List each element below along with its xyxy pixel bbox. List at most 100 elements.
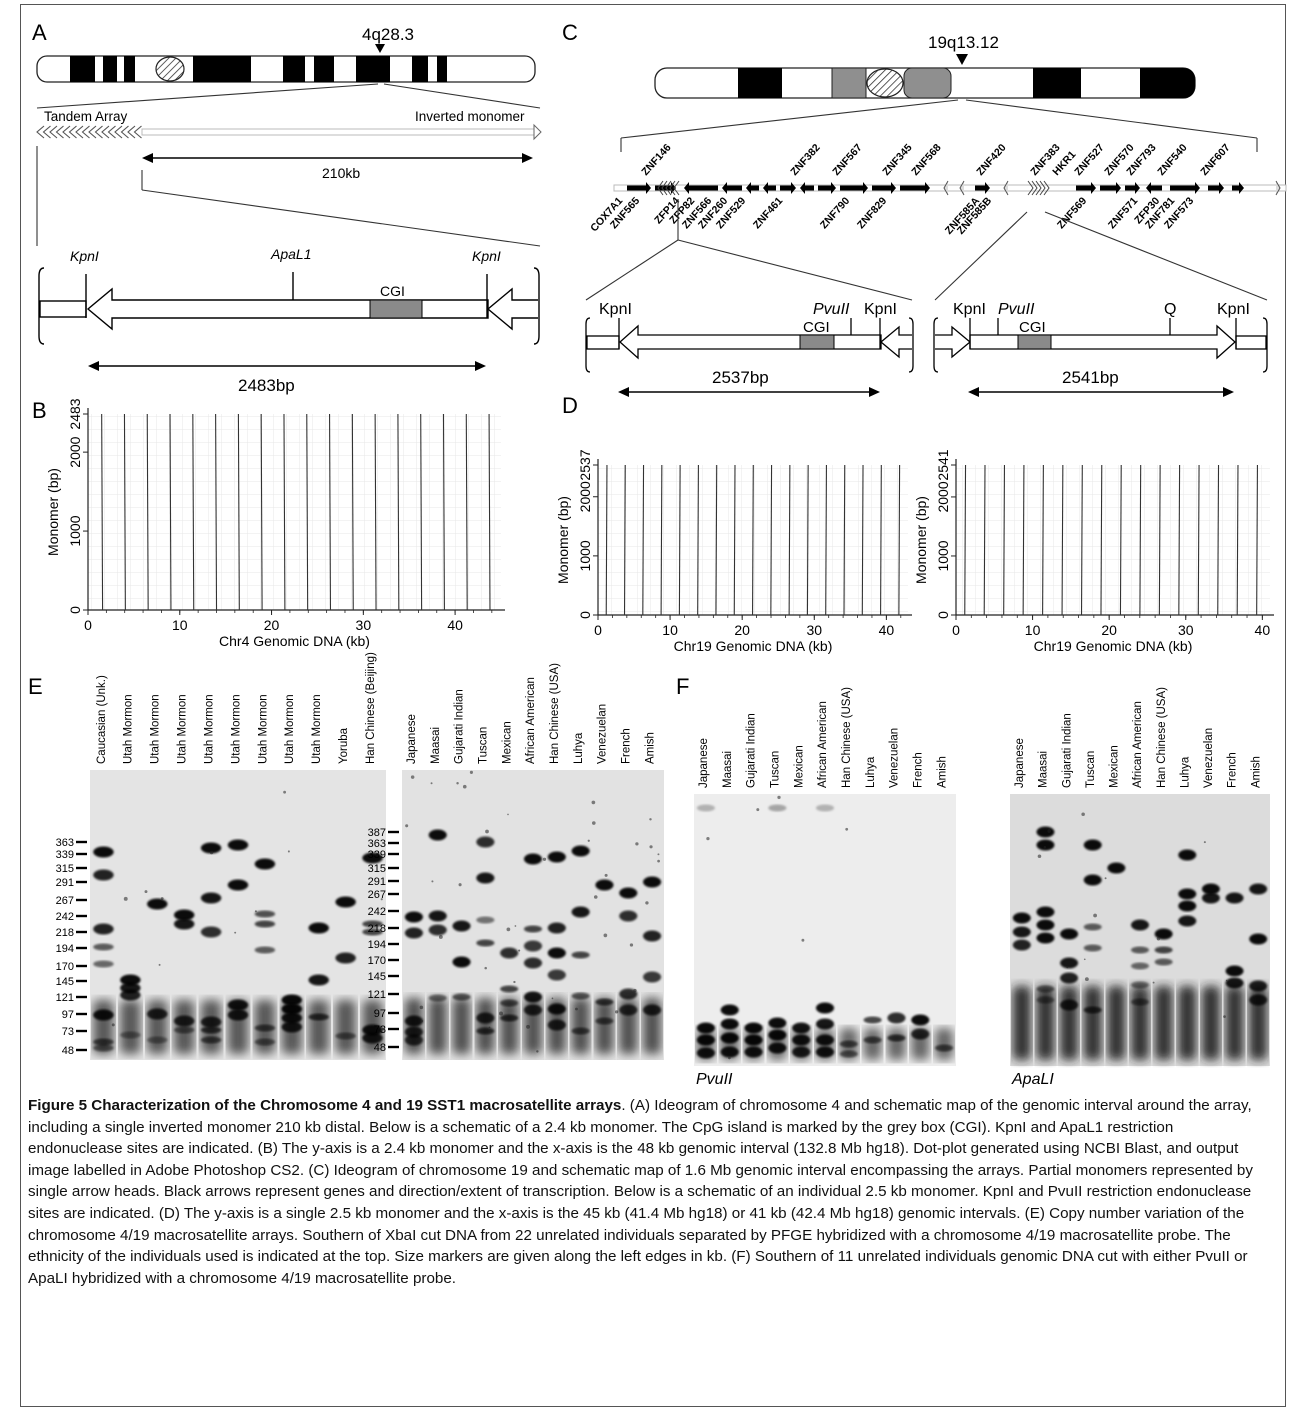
gel-speck bbox=[518, 949, 521, 952]
gel-band bbox=[571, 992, 590, 1000]
match-line bbox=[442, 414, 445, 610]
match-line bbox=[605, 465, 608, 615]
chr19-monomer-right bbox=[933, 317, 1268, 373]
match-line bbox=[1042, 465, 1044, 615]
enzyme-label-pvuii: PvuII bbox=[696, 1071, 733, 1088]
gel-band bbox=[476, 1027, 495, 1035]
match-line bbox=[1256, 465, 1258, 615]
figure-canvas: A 4q28.3 Tandem Array Inverted monomer 2… bbox=[28, 20, 1287, 1088]
gel-band bbox=[1036, 985, 1055, 993]
right-cgi-label: CGI bbox=[1019, 319, 1046, 336]
gel-speck bbox=[514, 925, 517, 927]
partial-monomer bbox=[943, 180, 949, 196]
lane-label: Tuscan bbox=[478, 727, 490, 764]
gel-speck bbox=[420, 1019, 423, 1023]
lane-label: French bbox=[620, 728, 632, 764]
x-axis-label: Chr4 Genomic DNA (kb) bbox=[219, 633, 370, 649]
gel-speck bbox=[144, 890, 148, 894]
gel-speck bbox=[485, 829, 489, 834]
lane-label: French bbox=[912, 752, 924, 788]
gel-speck bbox=[645, 901, 649, 905]
y-tick-label: 1000 bbox=[577, 540, 593, 571]
gel-band bbox=[404, 911, 423, 923]
gel-band bbox=[744, 1034, 763, 1046]
lane-label: Amish bbox=[644, 732, 656, 764]
gel-band bbox=[595, 1017, 614, 1025]
y-tick-label: 1000 bbox=[67, 515, 83, 546]
x-axis-label: Chr19 Genomic DNA (kb) bbox=[674, 638, 833, 654]
gel-band bbox=[1060, 957, 1079, 969]
site-kpni-left: KpnI bbox=[70, 248, 99, 264]
gel-speck bbox=[430, 782, 433, 785]
match-line bbox=[861, 465, 864, 615]
gel-speck bbox=[536, 1050, 539, 1053]
lane-label: Utah Mormon bbox=[257, 694, 269, 764]
plot-area bbox=[88, 414, 501, 610]
size-marker-label: 121 bbox=[368, 989, 386, 1001]
match-line bbox=[488, 414, 491, 610]
lane-label: Maasai bbox=[722, 751, 734, 788]
gel-speck bbox=[1093, 913, 1097, 918]
gel-speck bbox=[1152, 981, 1155, 984]
size-marker-label: 315 bbox=[368, 863, 386, 875]
gel-band bbox=[254, 920, 276, 928]
gel-band bbox=[571, 845, 590, 857]
array-chevron bbox=[1031, 180, 1038, 196]
gel-speck bbox=[102, 1040, 107, 1045]
tandem-chevron bbox=[88, 125, 97, 139]
gel-band bbox=[500, 999, 519, 1007]
gel-speck bbox=[507, 813, 509, 816]
match-line bbox=[788, 465, 791, 615]
gel-band bbox=[1083, 944, 1102, 952]
gel-band bbox=[571, 906, 590, 918]
gel-band bbox=[1036, 826, 1055, 838]
gel-band bbox=[643, 971, 662, 983]
x-tick-label: 40 bbox=[447, 617, 463, 633]
y-axis-label: Monomer (bp) bbox=[913, 496, 929, 584]
gel-band bbox=[1154, 946, 1173, 954]
gel-band bbox=[619, 988, 638, 1000]
gel-band bbox=[281, 994, 303, 1006]
gel-speck bbox=[484, 966, 487, 970]
panel-b-letter: B bbox=[32, 398, 47, 423]
lane-label: Japanese bbox=[406, 714, 418, 764]
gel-band bbox=[227, 1009, 249, 1021]
gel-band bbox=[1178, 849, 1197, 861]
gel-band bbox=[428, 910, 447, 922]
match-line bbox=[237, 414, 240, 610]
gel-band bbox=[1154, 958, 1173, 966]
gene-arrow bbox=[1076, 182, 1096, 194]
gel-band bbox=[744, 1022, 763, 1034]
gel-band bbox=[362, 1032, 383, 1044]
match-line bbox=[752, 465, 754, 615]
gel-band bbox=[1036, 919, 1055, 931]
gel-speck bbox=[160, 897, 164, 900]
size-marker-label: 339 bbox=[56, 849, 74, 861]
gel-band bbox=[911, 1028, 930, 1040]
gel-band bbox=[120, 974, 141, 986]
gel-band bbox=[1201, 892, 1220, 904]
x-tick-label: 10 bbox=[172, 617, 188, 633]
lane-smear bbox=[428, 998, 447, 1054]
lane-label: Venezuelan bbox=[597, 704, 609, 764]
x-tick-label: 20 bbox=[1101, 622, 1117, 638]
y-tick-label: 2000 bbox=[67, 436, 83, 467]
gel-band bbox=[1178, 915, 1197, 927]
gel-band bbox=[227, 879, 249, 891]
lane-smear bbox=[1131, 986, 1149, 1060]
gel-speck bbox=[1066, 966, 1069, 969]
size-marker-label: 121 bbox=[56, 992, 74, 1004]
y-tick-label: 0 bbox=[67, 606, 83, 614]
gel-band bbox=[643, 1004, 662, 1016]
gel-speck bbox=[1223, 1015, 1226, 1019]
y-tick-label: 0 bbox=[577, 611, 593, 619]
chr19-ideogram bbox=[654, 67, 1196, 99]
match-line bbox=[329, 414, 332, 610]
array-chevron bbox=[657, 180, 664, 196]
gel-band bbox=[200, 1016, 222, 1028]
gel-speck bbox=[615, 1010, 619, 1014]
gel-speck bbox=[635, 842, 639, 846]
lane-label: Han Chinese (Beijing) bbox=[365, 652, 377, 764]
